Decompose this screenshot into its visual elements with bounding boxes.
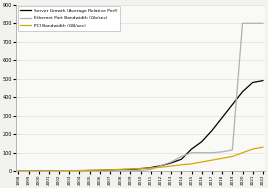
- PCI Bandwidth (GB/sec): [190, 163, 193, 165]
- PCI Bandwidth (GB/sec): [170, 165, 173, 167]
- PCI Bandwidth (GB/sec): [47, 170, 51, 172]
- Ethernet Port Bandwidth (Gb/sec): [231, 149, 234, 151]
- Server Growth (Average Relative Perf): [98, 169, 102, 171]
- Server Growth (Average Relative Perf): [210, 129, 214, 132]
- PCI Bandwidth (GB/sec): [17, 170, 20, 172]
- PCI Bandwidth (GB/sec): [139, 167, 142, 170]
- Server Growth (Average Relative Perf): [261, 80, 265, 82]
- Ethernet Port Bandwidth (Gb/sec): [37, 170, 40, 172]
- Server Growth (Average Relative Perf): [221, 117, 224, 119]
- PCI Bandwidth (GB/sec): [241, 152, 244, 154]
- Line: Server Growth (Average Relative Perf): Server Growth (Average Relative Perf): [18, 81, 263, 171]
- PCI Bandwidth (GB/sec): [37, 170, 40, 172]
- Line: Ethernet Port Bandwidth (Gb/sec): Ethernet Port Bandwidth (Gb/sec): [18, 23, 263, 171]
- Ethernet Port Bandwidth (Gb/sec): [170, 161, 173, 163]
- PCI Bandwidth (GB/sec): [129, 168, 132, 170]
- PCI Bandwidth (GB/sec): [180, 164, 183, 166]
- Ethernet Port Bandwidth (Gb/sec): [149, 168, 152, 171]
- PCI Bandwidth (GB/sec): [210, 159, 214, 161]
- PCI Bandwidth (GB/sec): [68, 170, 71, 172]
- Server Growth (Average Relative Perf): [190, 148, 193, 150]
- Server Growth (Average Relative Perf): [37, 170, 40, 172]
- Ethernet Port Bandwidth (Gb/sec): [210, 152, 214, 154]
- Server Growth (Average Relative Perf): [251, 81, 254, 84]
- Ethernet Port Bandwidth (Gb/sec): [190, 152, 193, 154]
- PCI Bandwidth (GB/sec): [221, 157, 224, 159]
- Server Growth (Average Relative Perf): [68, 170, 71, 172]
- PCI Bandwidth (GB/sec): [27, 170, 30, 172]
- Ethernet Port Bandwidth (Gb/sec): [27, 170, 30, 172]
- PCI Bandwidth (GB/sec): [231, 155, 234, 158]
- Ethernet Port Bandwidth (Gb/sec): [68, 170, 71, 172]
- PCI Bandwidth (GB/sec): [98, 169, 102, 171]
- Ethernet Port Bandwidth (Gb/sec): [200, 152, 203, 154]
- PCI Bandwidth (GB/sec): [251, 148, 254, 150]
- PCI Bandwidth (GB/sec): [119, 168, 122, 171]
- Ethernet Port Bandwidth (Gb/sec): [58, 170, 61, 172]
- Server Growth (Average Relative Perf): [170, 162, 173, 164]
- Server Growth (Average Relative Perf): [159, 164, 163, 167]
- Server Growth (Average Relative Perf): [139, 168, 142, 170]
- PCI Bandwidth (GB/sec): [78, 169, 81, 172]
- PCI Bandwidth (GB/sec): [261, 146, 265, 148]
- Ethernet Port Bandwidth (Gb/sec): [180, 155, 183, 158]
- Ethernet Port Bandwidth (Gb/sec): [119, 170, 122, 172]
- Legend: Server Growth (Average Relative Perf), Ethernet Port Bandwidth (Gb/sec), PCI Ban: Server Growth (Average Relative Perf), E…: [18, 6, 120, 31]
- Server Growth (Average Relative Perf): [119, 168, 122, 171]
- Server Growth (Average Relative Perf): [88, 169, 91, 172]
- Ethernet Port Bandwidth (Gb/sec): [261, 22, 265, 24]
- Ethernet Port Bandwidth (Gb/sec): [241, 22, 244, 24]
- PCI Bandwidth (GB/sec): [149, 167, 152, 169]
- Ethernet Port Bandwidth (Gb/sec): [129, 170, 132, 172]
- Server Growth (Average Relative Perf): [129, 168, 132, 171]
- Server Growth (Average Relative Perf): [200, 140, 203, 143]
- Ethernet Port Bandwidth (Gb/sec): [139, 169, 142, 171]
- Ethernet Port Bandwidth (Gb/sec): [251, 22, 254, 24]
- Ethernet Port Bandwidth (Gb/sec): [221, 151, 224, 153]
- PCI Bandwidth (GB/sec): [200, 161, 203, 163]
- Server Growth (Average Relative Perf): [109, 169, 112, 171]
- Ethernet Port Bandwidth (Gb/sec): [78, 170, 81, 172]
- Ethernet Port Bandwidth (Gb/sec): [88, 170, 91, 172]
- Server Growth (Average Relative Perf): [149, 166, 152, 169]
- Server Growth (Average Relative Perf): [58, 170, 61, 172]
- Ethernet Port Bandwidth (Gb/sec): [17, 170, 20, 172]
- Ethernet Port Bandwidth (Gb/sec): [98, 170, 102, 172]
- Server Growth (Average Relative Perf): [27, 170, 30, 172]
- Server Growth (Average Relative Perf): [47, 170, 51, 172]
- PCI Bandwidth (GB/sec): [159, 166, 163, 168]
- Ethernet Port Bandwidth (Gb/sec): [159, 164, 163, 167]
- Line: PCI Bandwidth (GB/sec): PCI Bandwidth (GB/sec): [18, 147, 263, 171]
- Server Growth (Average Relative Perf): [17, 170, 20, 172]
- Server Growth (Average Relative Perf): [231, 104, 234, 106]
- Server Growth (Average Relative Perf): [180, 158, 183, 160]
- PCI Bandwidth (GB/sec): [58, 170, 61, 172]
- Server Growth (Average Relative Perf): [78, 170, 81, 172]
- Ethernet Port Bandwidth (Gb/sec): [47, 170, 51, 172]
- PCI Bandwidth (GB/sec): [109, 169, 112, 171]
- PCI Bandwidth (GB/sec): [88, 169, 91, 171]
- Server Growth (Average Relative Perf): [241, 91, 244, 93]
- Ethernet Port Bandwidth (Gb/sec): [109, 170, 112, 172]
